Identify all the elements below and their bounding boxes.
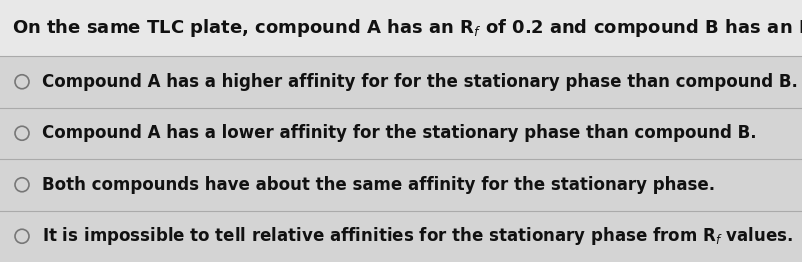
Bar <box>0 56 802 262</box>
Text: Both compounds have about the same affinity for the stationary phase.: Both compounds have about the same affin… <box>42 176 715 194</box>
Text: Compound A has a higher affinity for for the stationary phase than compound B.: Compound A has a higher affinity for for… <box>42 73 798 91</box>
Text: On the same TLC plate, compound A has an R$_f$ of 0.2 and compound B has an R$_f: On the same TLC plate, compound A has an… <box>12 17 802 39</box>
Text: It is impossible to tell relative affinities for the stationary phase from R$_f$: It is impossible to tell relative affini… <box>42 225 793 247</box>
Text: Compound A has a lower affinity for the stationary phase than compound B.: Compound A has a lower affinity for the … <box>42 124 756 142</box>
Bar <box>0 0 802 56</box>
